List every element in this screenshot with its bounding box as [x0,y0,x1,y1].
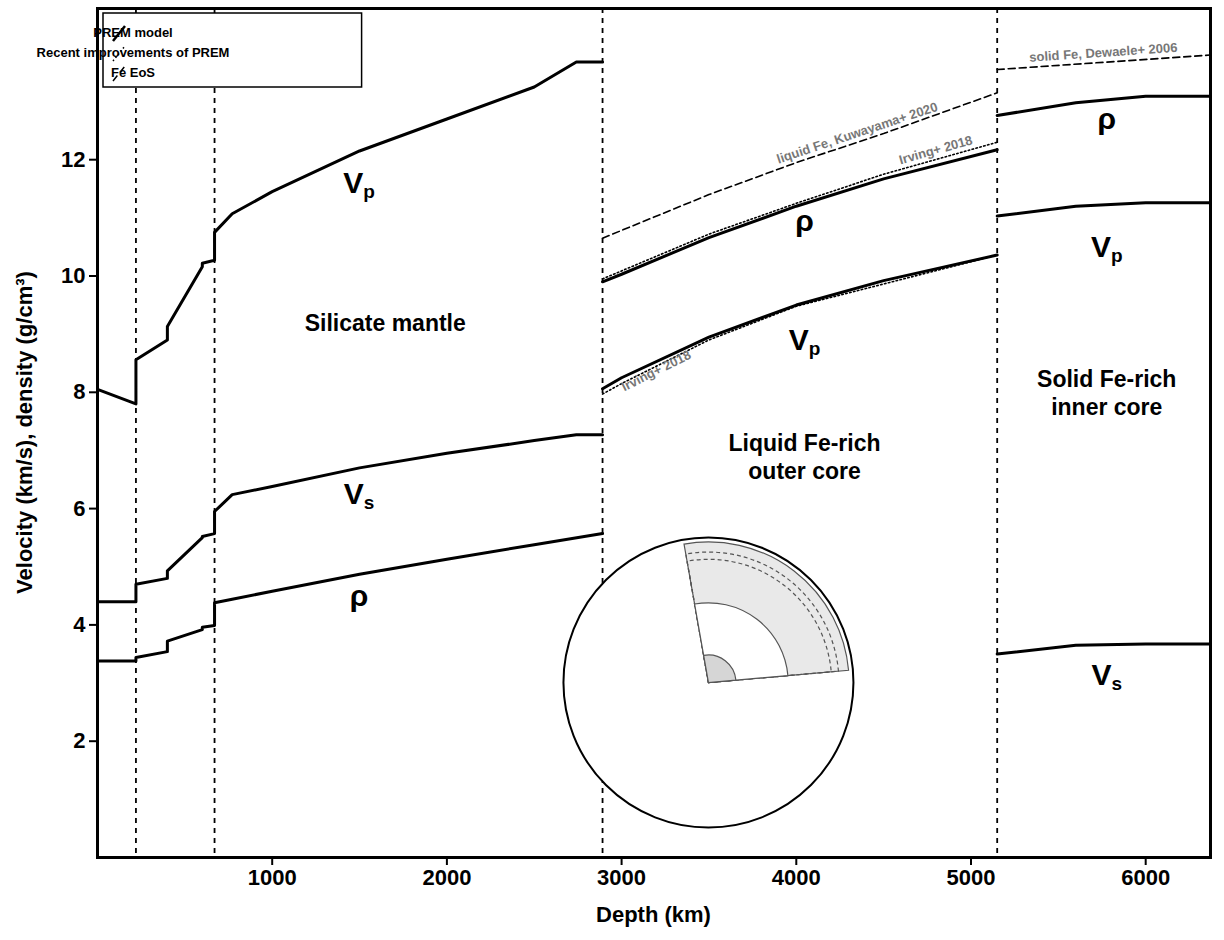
svg-text:2000: 2000 [422,865,471,890]
svg-text:5000: 5000 [947,865,996,890]
svg-text:8: 8 [73,379,85,404]
svg-text:10: 10 [61,263,85,288]
svg-text:Fe EoS: Fe EoS [111,65,155,80]
svg-text:1000: 1000 [248,865,297,890]
svg-text:4000: 4000 [772,865,821,890]
svg-text:Vp: Vp [1091,230,1123,266]
svg-text:12: 12 [61,147,85,172]
svg-text:liquid Fe, Kuwayama+ 2020: liquid Fe, Kuwayama+ 2020 [775,99,940,167]
svg-text:Depth (km): Depth (km) [596,902,711,927]
svg-text:ρ: ρ [1097,102,1116,135]
svg-text:2: 2 [73,728,85,753]
svg-text:Vp: Vp [343,166,375,202]
svg-text:3000: 3000 [597,865,646,890]
svg-text:Liquid Fe-richouter core: Liquid Fe-richouter core [728,430,880,484]
svg-text:Irving+ 2018: Irving+ 2018 [897,132,974,167]
svg-text:Irving+ 2018: Irving+ 2018 [619,347,693,394]
svg-text:Solid Fe-richinner core: Solid Fe-richinner core [1037,366,1176,420]
svg-text:4: 4 [73,612,86,637]
svg-text:Vp: Vp [789,323,821,359]
svg-text:solid Fe, Dewaele+ 2006: solid Fe, Dewaele+ 2006 [1029,40,1178,65]
svg-text:Recent improvements of PREM: Recent improvements of PREM [37,45,230,60]
svg-text:ρ: ρ [350,579,369,612]
svg-text:Velocity (km/s), density (g/cm: Velocity (km/s), density (g/cm³) [12,271,37,594]
svg-text:6: 6 [73,496,85,521]
svg-text:ρ: ρ [795,204,814,237]
svg-text:Vs: Vs [344,477,375,513]
svg-text:Vs: Vs [1091,658,1122,694]
svg-text:PREM model: PREM model [93,25,172,40]
svg-text:Silicate mantle: Silicate mantle [305,310,466,336]
svg-text:6000: 6000 [1121,865,1170,890]
